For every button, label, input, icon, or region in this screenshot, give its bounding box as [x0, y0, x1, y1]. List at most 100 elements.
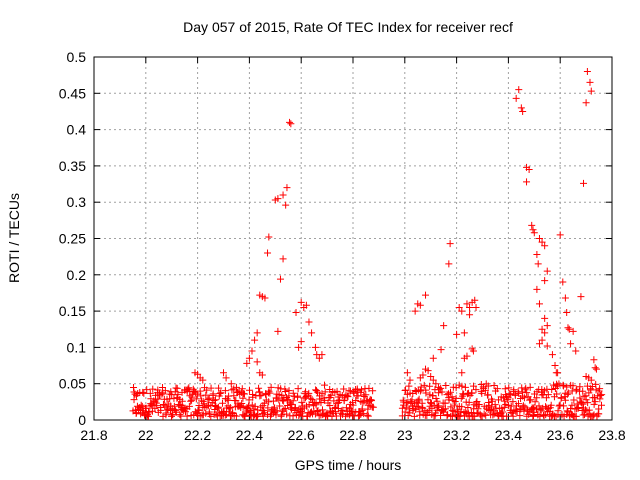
data-point: [308, 329, 316, 337]
data-point-band: [472, 386, 480, 394]
data-point: [517, 104, 525, 112]
data-point: [538, 325, 546, 333]
data-point: [243, 359, 251, 367]
data-point: [321, 381, 329, 389]
data-point-band: [526, 383, 534, 391]
data-point-band: [499, 408, 507, 416]
data-point-band: [294, 385, 302, 393]
data-point: [598, 391, 606, 399]
data-point-band: [230, 392, 238, 400]
data-point: [592, 365, 600, 373]
data-point-band: [362, 391, 370, 399]
axis-ticks: 21.8 22 22.2 22.4 22.6 22.8 23 23.2 23.4 23.6 23.8…: [59, 49, 626, 443]
data-point: [541, 277, 549, 285]
data-point-band: [529, 412, 537, 420]
data-point-band: [547, 401, 555, 409]
data-point: [460, 329, 468, 337]
data-point-band: [195, 406, 203, 414]
data-point-band: [149, 401, 157, 409]
y-tick-label: 0.45: [59, 85, 86, 101]
data-point: [528, 221, 536, 229]
data-point-band: [529, 411, 537, 419]
data-point-band: [553, 390, 561, 398]
data-point-band: [332, 403, 340, 411]
data-point-band: [401, 408, 409, 416]
data-point-band: [154, 395, 162, 403]
data-point-band: [437, 411, 445, 419]
data-point-band: [569, 382, 577, 390]
data-point: [346, 387, 354, 395]
data-point-band: [273, 394, 281, 402]
y-tick-label: 0.2: [67, 267, 87, 283]
data-point-band: [597, 401, 605, 409]
y-tick-label: 0.1: [67, 339, 87, 355]
x-tick-label: 22: [138, 427, 154, 443]
data-point-band: [527, 396, 535, 404]
data-point-band: [357, 410, 365, 418]
data-point-band: [576, 394, 584, 402]
data-point: [564, 324, 572, 332]
data-point: [305, 318, 313, 326]
x-tick-label: 22.8: [339, 427, 366, 443]
data-point-band: [266, 389, 274, 397]
data-point: [173, 394, 181, 402]
data-point: [572, 347, 580, 355]
data-point: [466, 303, 474, 311]
data-point-band: [129, 383, 137, 391]
data-point-band: [555, 380, 563, 388]
data-point: [274, 327, 282, 335]
data-point-band: [447, 388, 455, 396]
data-point-band: [579, 400, 587, 408]
y-tick-label: 0.35: [59, 158, 86, 174]
data-point-band: [294, 392, 302, 400]
data-point-band: [177, 412, 185, 420]
data-point-band: [420, 381, 428, 389]
data-point-band: [342, 404, 350, 412]
grid: [94, 57, 612, 420]
data-point: [287, 120, 295, 128]
data-point: [445, 260, 453, 268]
data-point-band: [426, 382, 434, 390]
data-point: [434, 383, 442, 391]
data-point-band: [210, 397, 218, 405]
data-point-band: [490, 381, 498, 389]
x-tick-label: 22.4: [236, 427, 263, 443]
data-point-band: [203, 386, 211, 394]
data-point: [538, 336, 546, 344]
data-point: [429, 354, 437, 362]
data-point-band: [276, 402, 284, 410]
x-tick-label: 22.2: [184, 427, 211, 443]
data-point: [580, 179, 588, 187]
data-point: [258, 371, 266, 379]
data-point-band: [405, 382, 413, 390]
data-point-band: [298, 398, 306, 406]
data-point-band: [340, 396, 348, 404]
data-point-band: [440, 406, 448, 414]
data-point-band: [564, 389, 572, 397]
data-point: [440, 322, 448, 330]
data-point: [326, 386, 334, 394]
data-point: [357, 388, 365, 396]
data-point-band: [489, 411, 497, 419]
data-point-band: [289, 389, 297, 397]
data-point: [530, 229, 538, 237]
data-point-band: [173, 384, 181, 392]
data-point-band: [590, 393, 598, 401]
y-tick-label: 0: [78, 412, 86, 428]
data-point-band: [507, 391, 515, 399]
y-axis-label: ROTI / TECUs: [6, 193, 22, 283]
data-point: [591, 364, 599, 372]
data-point-band: [417, 383, 425, 391]
data-point-band: [451, 401, 459, 409]
data-point-band: [172, 407, 180, 415]
data-point-band: [484, 391, 492, 399]
data-point-band: [433, 397, 441, 405]
data-point-band: [465, 398, 473, 406]
data-point-band: [277, 412, 285, 420]
data-point-band: [327, 391, 335, 399]
data-point-band: [408, 396, 416, 404]
data-point: [286, 118, 294, 126]
data-point-band: [207, 384, 215, 392]
data-point-band: [554, 407, 562, 415]
data-point-band: [360, 393, 368, 401]
